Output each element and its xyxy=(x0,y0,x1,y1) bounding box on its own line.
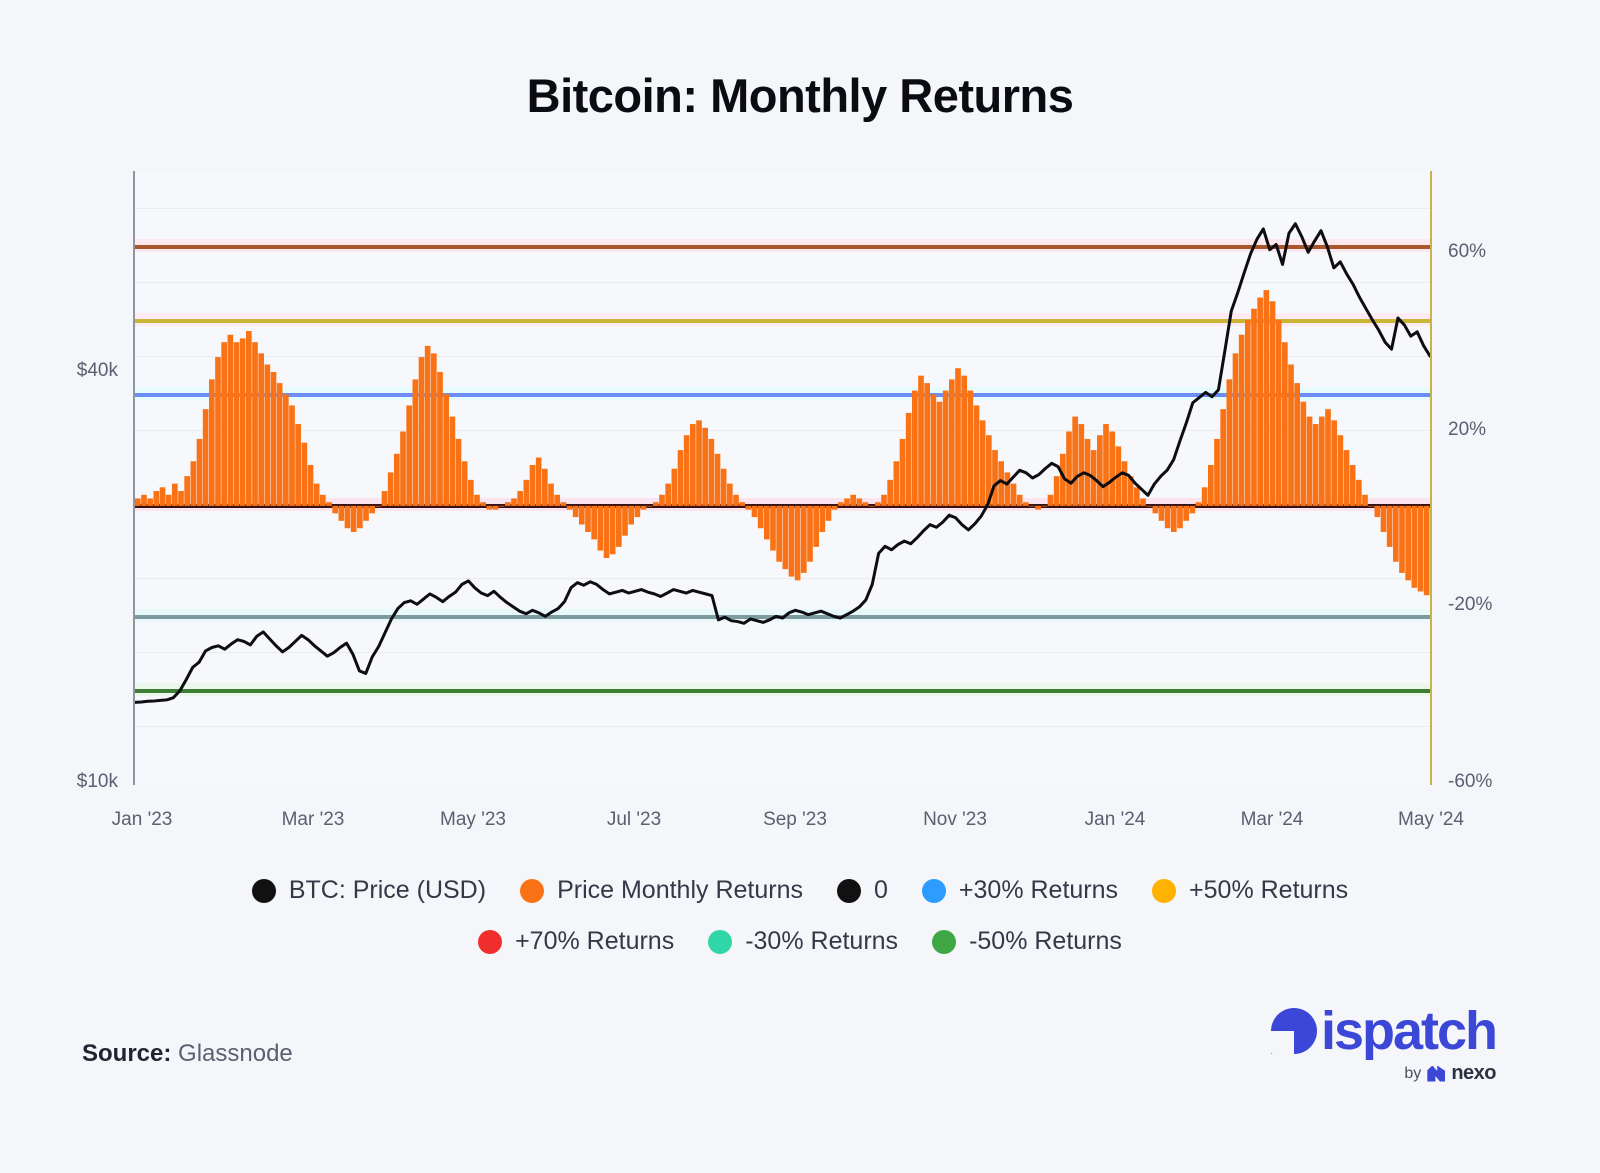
x-tick-jan-24: Jan '24 xyxy=(1084,809,1146,830)
legend-label: BTC: Price (USD) xyxy=(288,876,487,904)
gridline xyxy=(135,651,1430,653)
y-right-tick-20: 20% xyxy=(1448,419,1487,440)
legend-swatch-icon xyxy=(520,878,545,903)
legend-item-0[interactable]: 0 xyxy=(837,876,888,905)
legend-item-50-returns[interactable]: +50% Returns xyxy=(1152,876,1348,905)
source-label: Source: xyxy=(82,1040,172,1067)
legend-row-primary: BTC: Price (USD) Price Monthly Returns 0 +3… xyxy=(0,876,1600,905)
bars-series xyxy=(135,290,1430,596)
legend-swatch-icon xyxy=(921,878,946,903)
y-right-tick-60: 60% xyxy=(1448,241,1487,262)
legend-item-30-returns[interactable]: +30% Returns xyxy=(921,876,1119,905)
legend-label: 0 xyxy=(874,876,888,904)
legend-label: -50% Returns xyxy=(969,927,1122,955)
legend-label: +30% Returns xyxy=(958,876,1119,904)
legend-swatch-icon xyxy=(251,878,276,903)
legend: BTC: Price (USD) Price Monthly Returns 0 +3… xyxy=(0,876,1600,978)
page-title: Bitcoin: Monthly Returns xyxy=(526,69,1074,122)
legend-swatch-icon xyxy=(708,929,733,954)
gridline xyxy=(135,207,1430,209)
gridline xyxy=(135,281,1430,283)
legend-item-70-returns[interactable]: +70% Returns xyxy=(478,927,674,956)
y-right-tick-neg20: -20% xyxy=(1448,594,1493,615)
legend-label: +70% Returns xyxy=(515,927,675,955)
gridline xyxy=(135,725,1430,727)
gridline xyxy=(135,429,1430,431)
brand-wordmark: ispatch xyxy=(1270,1001,1498,1061)
x-tick-sep-23: Sep '23 xyxy=(763,809,827,830)
by-label: by xyxy=(1404,1064,1422,1082)
x-tick-nov-23: Nov '23 xyxy=(923,809,987,830)
y-right-tick-neg60: -60% xyxy=(1448,771,1493,792)
legend-row-secondary: +70% Returns -30% Returns -50% Returns xyxy=(0,927,1600,956)
legend-label: Price Monthly Returns xyxy=(557,876,803,904)
price-line-series xyxy=(135,171,1430,785)
y-left-tick-10k: $10k xyxy=(76,771,118,792)
legend-swatch-icon xyxy=(932,929,957,954)
legend-label: +50% Returns xyxy=(1189,876,1349,904)
source-value: Glassnode xyxy=(178,1040,293,1067)
y-left-tick-40k: $40k xyxy=(76,360,118,381)
x-tick-jul-23: Jul '23 xyxy=(606,809,662,830)
x-tick-mar-24: Mar '24 xyxy=(1240,809,1304,830)
brand-byline: by nexo xyxy=(1271,1062,1496,1085)
legend-item-price-monthly-returns[interactable]: Price Monthly Returns xyxy=(520,876,803,905)
nexo-name-text: nexo xyxy=(1451,1062,1496,1084)
legend-item-30-returns[interactable]: -30% Returns xyxy=(708,927,898,956)
legend-item-btc-price-usd[interactable]: BTC: Price (USD) xyxy=(251,876,487,905)
legend-swatch-icon xyxy=(478,929,503,954)
legend-swatch-icon xyxy=(837,878,861,903)
plot-area xyxy=(133,171,1432,785)
brand-logo: ispatch by nexo xyxy=(1270,1001,1498,1085)
legend-item-50-returns[interactable]: -50% Returns xyxy=(932,927,1122,956)
gridline xyxy=(135,577,1430,579)
dispatch-d-icon xyxy=(1270,1008,1317,1054)
gridline xyxy=(135,355,1430,357)
brand-name-text: ispatch xyxy=(1320,1001,1498,1061)
nexo-icon xyxy=(1427,1065,1446,1082)
legend-label: -30% Returns xyxy=(745,927,899,955)
legend-swatch-icon xyxy=(1152,878,1177,903)
x-tick-may-24: May '24 xyxy=(1398,809,1464,830)
source-note: Source: Glassnode xyxy=(82,1040,293,1068)
x-tick-may-23: May '23 xyxy=(440,809,506,830)
x-tick-mar-23: Mar '23 xyxy=(281,809,345,830)
x-tick-jan-23: Jan '23 xyxy=(111,809,173,830)
